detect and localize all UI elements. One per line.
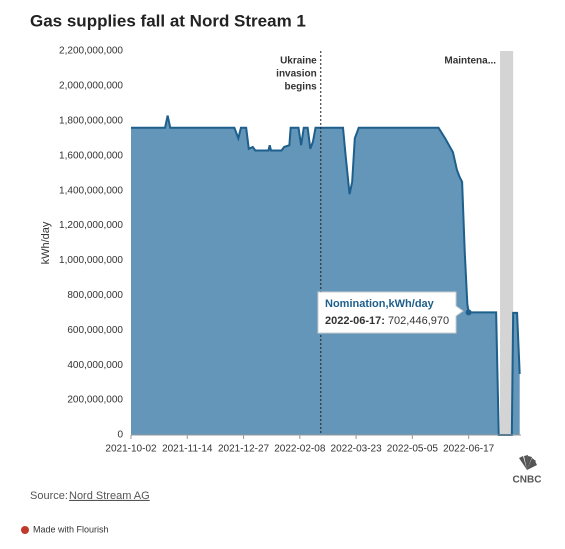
annotation-text: Maintena... [444, 56, 496, 67]
x-tick-label: 2022-05-05 [387, 444, 439, 455]
area [131, 115, 520, 435]
y-tick-label: 1,800,000,000 [59, 115, 123, 126]
logo-text: CNBC [513, 475, 542, 486]
x-tick-label: 2022-03-23 [331, 444, 383, 455]
maintenance-band [500, 51, 514, 435]
y-tick-label: 1,600,000,000 [59, 150, 123, 161]
x-tick-label: 2021-12-27 [218, 444, 270, 455]
line [131, 115, 521, 436]
source-label: Source: [30, 490, 68, 502]
flourish-icon [21, 526, 29, 534]
y-tick-label: 2,000,000,000 [59, 81, 123, 92]
tooltip-point [465, 309, 472, 316]
x-tick-label: 2021-10-02 [105, 444, 157, 455]
y-tick-label: 2,200,000,000 [59, 46, 123, 57]
annotation-text: Ukraine [280, 56, 317, 67]
y-tick-label: 800,000,000 [67, 290, 123, 301]
y-tick-label: 200,000,000 [67, 395, 123, 406]
chart-title: Gas supplies fall at Nord Stream 1 [30, 11, 306, 30]
y-tick-label: 1,200,000,000 [59, 220, 123, 231]
y-tick-label: 0 [117, 430, 123, 441]
x-tick-label: 2022-06-17 [443, 444, 495, 455]
source-link[interactable]: Nord Stream AG [69, 490, 150, 502]
tooltip-title: Nomination,kWh/day [325, 298, 435, 310]
tooltip-box [317, 291, 464, 334]
x-tick-label: 2022-02-08 [274, 444, 326, 455]
y-axis-label: kWh/day [40, 221, 52, 264]
x-tick-label: 2021-11-14 [162, 444, 213, 455]
logo: CNBC [513, 455, 542, 486]
tooltip-value: 702,446,970 [388, 315, 449, 327]
footer[interactable]: Made with Flourish [33, 524, 109, 534]
annotation-text: invasion [276, 69, 317, 80]
y-tick-label: 600,000,000 [67, 325, 123, 336]
tooltip: Nomination,kWh/day 2022-06-17: 702,446,970 [317, 291, 464, 334]
y-tick-label: 400,000,000 [67, 360, 123, 371]
y-tick-label: 1,000,000,000 [59, 255, 123, 266]
annotation-text: begins [285, 82, 318, 93]
logo-peacock [519, 455, 537, 470]
y-tick-label: 1,400,000,000 [59, 185, 123, 196]
tooltip-date: 2022-06-17: [325, 315, 385, 327]
